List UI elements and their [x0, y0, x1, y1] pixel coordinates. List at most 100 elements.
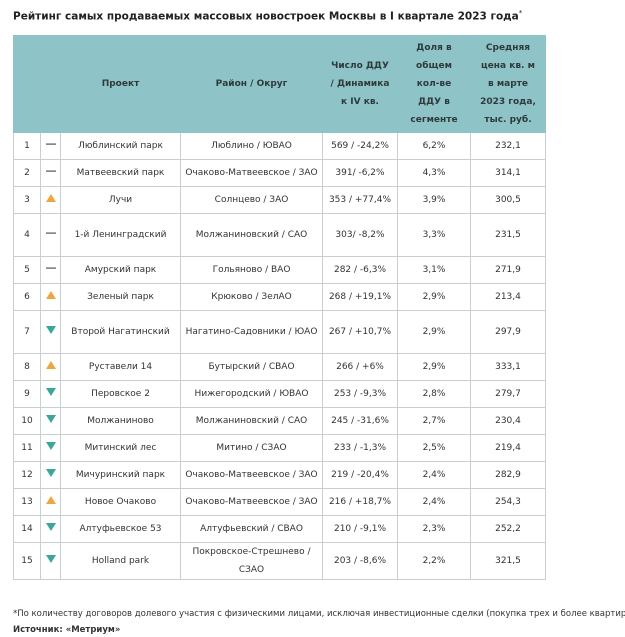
ddu-cell: 219 / -20,4% — [322, 461, 398, 489]
district-cell: Алтуфьевский / СВАО — [180, 515, 323, 543]
header-cell: Средняя цена кв. м в марте 2023 года, ты… — [470, 35, 546, 133]
price-cell: 297,9 — [470, 310, 546, 354]
district-cell: Очаково-Матвеевское / ЗАО — [180, 488, 323, 516]
share-cell: 2,5% — [397, 434, 471, 462]
table-row: 1 Люблинский парк Люблино / ЮВАО 569 / -24,… — [13, 132, 546, 160]
project-cell: Руставели 14 — [60, 353, 181, 381]
trend-cell — [40, 283, 61, 311]
price-cell: 213,4 — [470, 283, 546, 311]
rank-cell: 7 — [13, 310, 41, 354]
price-cell: 321,5 — [470, 542, 546, 580]
trend-cell — [40, 159, 61, 187]
trend-shape — [45, 143, 56, 145]
header-cell: Доля в общем кол-ве ДДУ в сегменте — [397, 35, 471, 133]
header-cell: Число ДДУ / Динамика к IV кв. — [322, 35, 398, 133]
price-cell: 314,1 — [470, 159, 546, 187]
price-cell: 232,1 — [470, 132, 546, 160]
rank-cell: 1 — [13, 132, 41, 160]
trend-cell — [40, 186, 61, 214]
table-row: 12 Мичуринский парк Очаково-Матвеевское / … — [13, 461, 546, 489]
share-cell: 2,9% — [397, 310, 471, 354]
share-cell: 2,7% — [397, 407, 471, 435]
share-cell: 6,2% — [397, 132, 471, 160]
rank-cell: 11 — [13, 434, 41, 462]
trend-shape — [45, 267, 56, 269]
header-cell: Проект — [60, 35, 181, 133]
table-row: 6 Зеленый парк Крюково / ЗелАО 268 / +19,1%… — [13, 283, 546, 311]
trend-shape — [45, 555, 56, 563]
rank-cell: 15 — [13, 542, 41, 580]
district-cell: Покровское-Стрешнево / СЗАО — [180, 542, 323, 580]
table-row: 8 Руставели 14 Бутырский / СВАО 266 / +6% 2,… — [13, 353, 546, 381]
trend-icon — [45, 442, 56, 450]
rank-cell: 8 — [13, 353, 41, 381]
price-cell: 279,7 — [470, 380, 546, 408]
district-cell: Митино / СЗАО — [180, 434, 323, 462]
project-cell: Матвеевский парк — [60, 159, 181, 187]
rank-cell: 12 — [13, 461, 41, 489]
price-cell: 271,9 — [470, 256, 546, 284]
project-cell: Второй Нагатинский — [60, 310, 181, 354]
table-row: 9 Перовское 2 Нижегородский / ЮВАО 253 / -9… — [13, 380, 546, 408]
ddu-cell: 203 / -8,6% — [322, 542, 398, 580]
trend-cell — [40, 132, 61, 160]
ddu-cell: 233 / -1,3% — [322, 434, 398, 462]
header-cell — [13, 35, 41, 133]
trend-shape — [45, 361, 56, 369]
trend-shape — [45, 523, 56, 531]
header-cell: Район / Округ — [180, 35, 323, 133]
table-row: 15 Holland park Покровское-Стрешнево / СЗА… — [13, 542, 546, 580]
share-cell: 2,3% — [397, 515, 471, 543]
trend-cell — [40, 213, 61, 257]
ddu-cell: 245 / -31,6% — [322, 407, 398, 435]
source: Источник: «Метриум» — [13, 625, 121, 635]
project-cell: Люблинский парк — [60, 132, 181, 160]
footnote: *По количеству договоров долевого участи… — [13, 609, 625, 619]
rank-cell: 14 — [13, 515, 41, 543]
trend-cell — [40, 515, 61, 543]
district-cell: Нагатино-Садовники / ЮАО — [180, 310, 323, 354]
trend-cell — [40, 407, 61, 435]
table-row: 11 Митинский лес Митино / СЗАО 233 / -1,3% 2… — [13, 434, 546, 462]
district-cell: Гольяново / ВАО — [180, 256, 323, 284]
rank-cell: 3 — [13, 186, 41, 214]
project-cell: Лучи — [60, 186, 181, 214]
ddu-cell: 569 / -24,2% — [322, 132, 398, 160]
trend-icon — [45, 170, 56, 172]
ddu-cell: 353 / +77,4% — [322, 186, 398, 214]
price-cell: 231,5 — [470, 213, 546, 257]
header-row: Проект Район / Округ Число ДДУ / Динамика … — [13, 35, 546, 133]
rank-cell: 9 — [13, 380, 41, 408]
district-cell: Молжаниновский / САО — [180, 407, 323, 435]
table-row: 14 Алтуфьевское 53 Алтуфьевский / СВАО 210 … — [13, 515, 546, 543]
title: Рейтинг самых продаваемых массовых новос… — [13, 9, 522, 23]
project-cell: Мичуринский парк — [60, 461, 181, 489]
price-cell: 230,4 — [470, 407, 546, 435]
project-cell: Митинский лес — [60, 434, 181, 462]
rank-cell: 10 — [13, 407, 41, 435]
table-row: 5 Амурский парк Гольяново / ВАО 282 / -6,3%… — [13, 256, 546, 284]
trend-shape — [45, 232, 56, 234]
ddu-cell: 253 / -9,3% — [322, 380, 398, 408]
ddu-cell: 282 / -6,3% — [322, 256, 398, 284]
price-cell: 282,9 — [470, 461, 546, 489]
ddu-cell: 268 / +19,1% — [322, 283, 398, 311]
share-cell: 2,4% — [397, 461, 471, 489]
trend-icon — [45, 555, 56, 563]
share-cell: 4,3% — [397, 159, 471, 187]
trend-icon — [45, 361, 56, 369]
price-cell: 333,1 — [470, 353, 546, 381]
trend-cell — [40, 461, 61, 489]
rank-cell: 5 — [13, 256, 41, 284]
trend-cell — [40, 542, 61, 580]
trend-icon — [45, 523, 56, 531]
table-row: 2 Матвеевский парк Очаково-Матвеевское / З… — [13, 159, 546, 187]
trend-shape — [45, 442, 56, 450]
project-cell: Новое Очаково — [60, 488, 181, 516]
trend-icon — [45, 267, 56, 269]
district-cell: Солнцево / ЗАО — [180, 186, 323, 214]
district-cell: Молжаниновский / САО — [180, 213, 323, 257]
trend-icon — [45, 496, 56, 504]
trend-icon — [45, 388, 56, 396]
district-cell: Очаково-Матвеевское / ЗАО — [180, 159, 323, 187]
